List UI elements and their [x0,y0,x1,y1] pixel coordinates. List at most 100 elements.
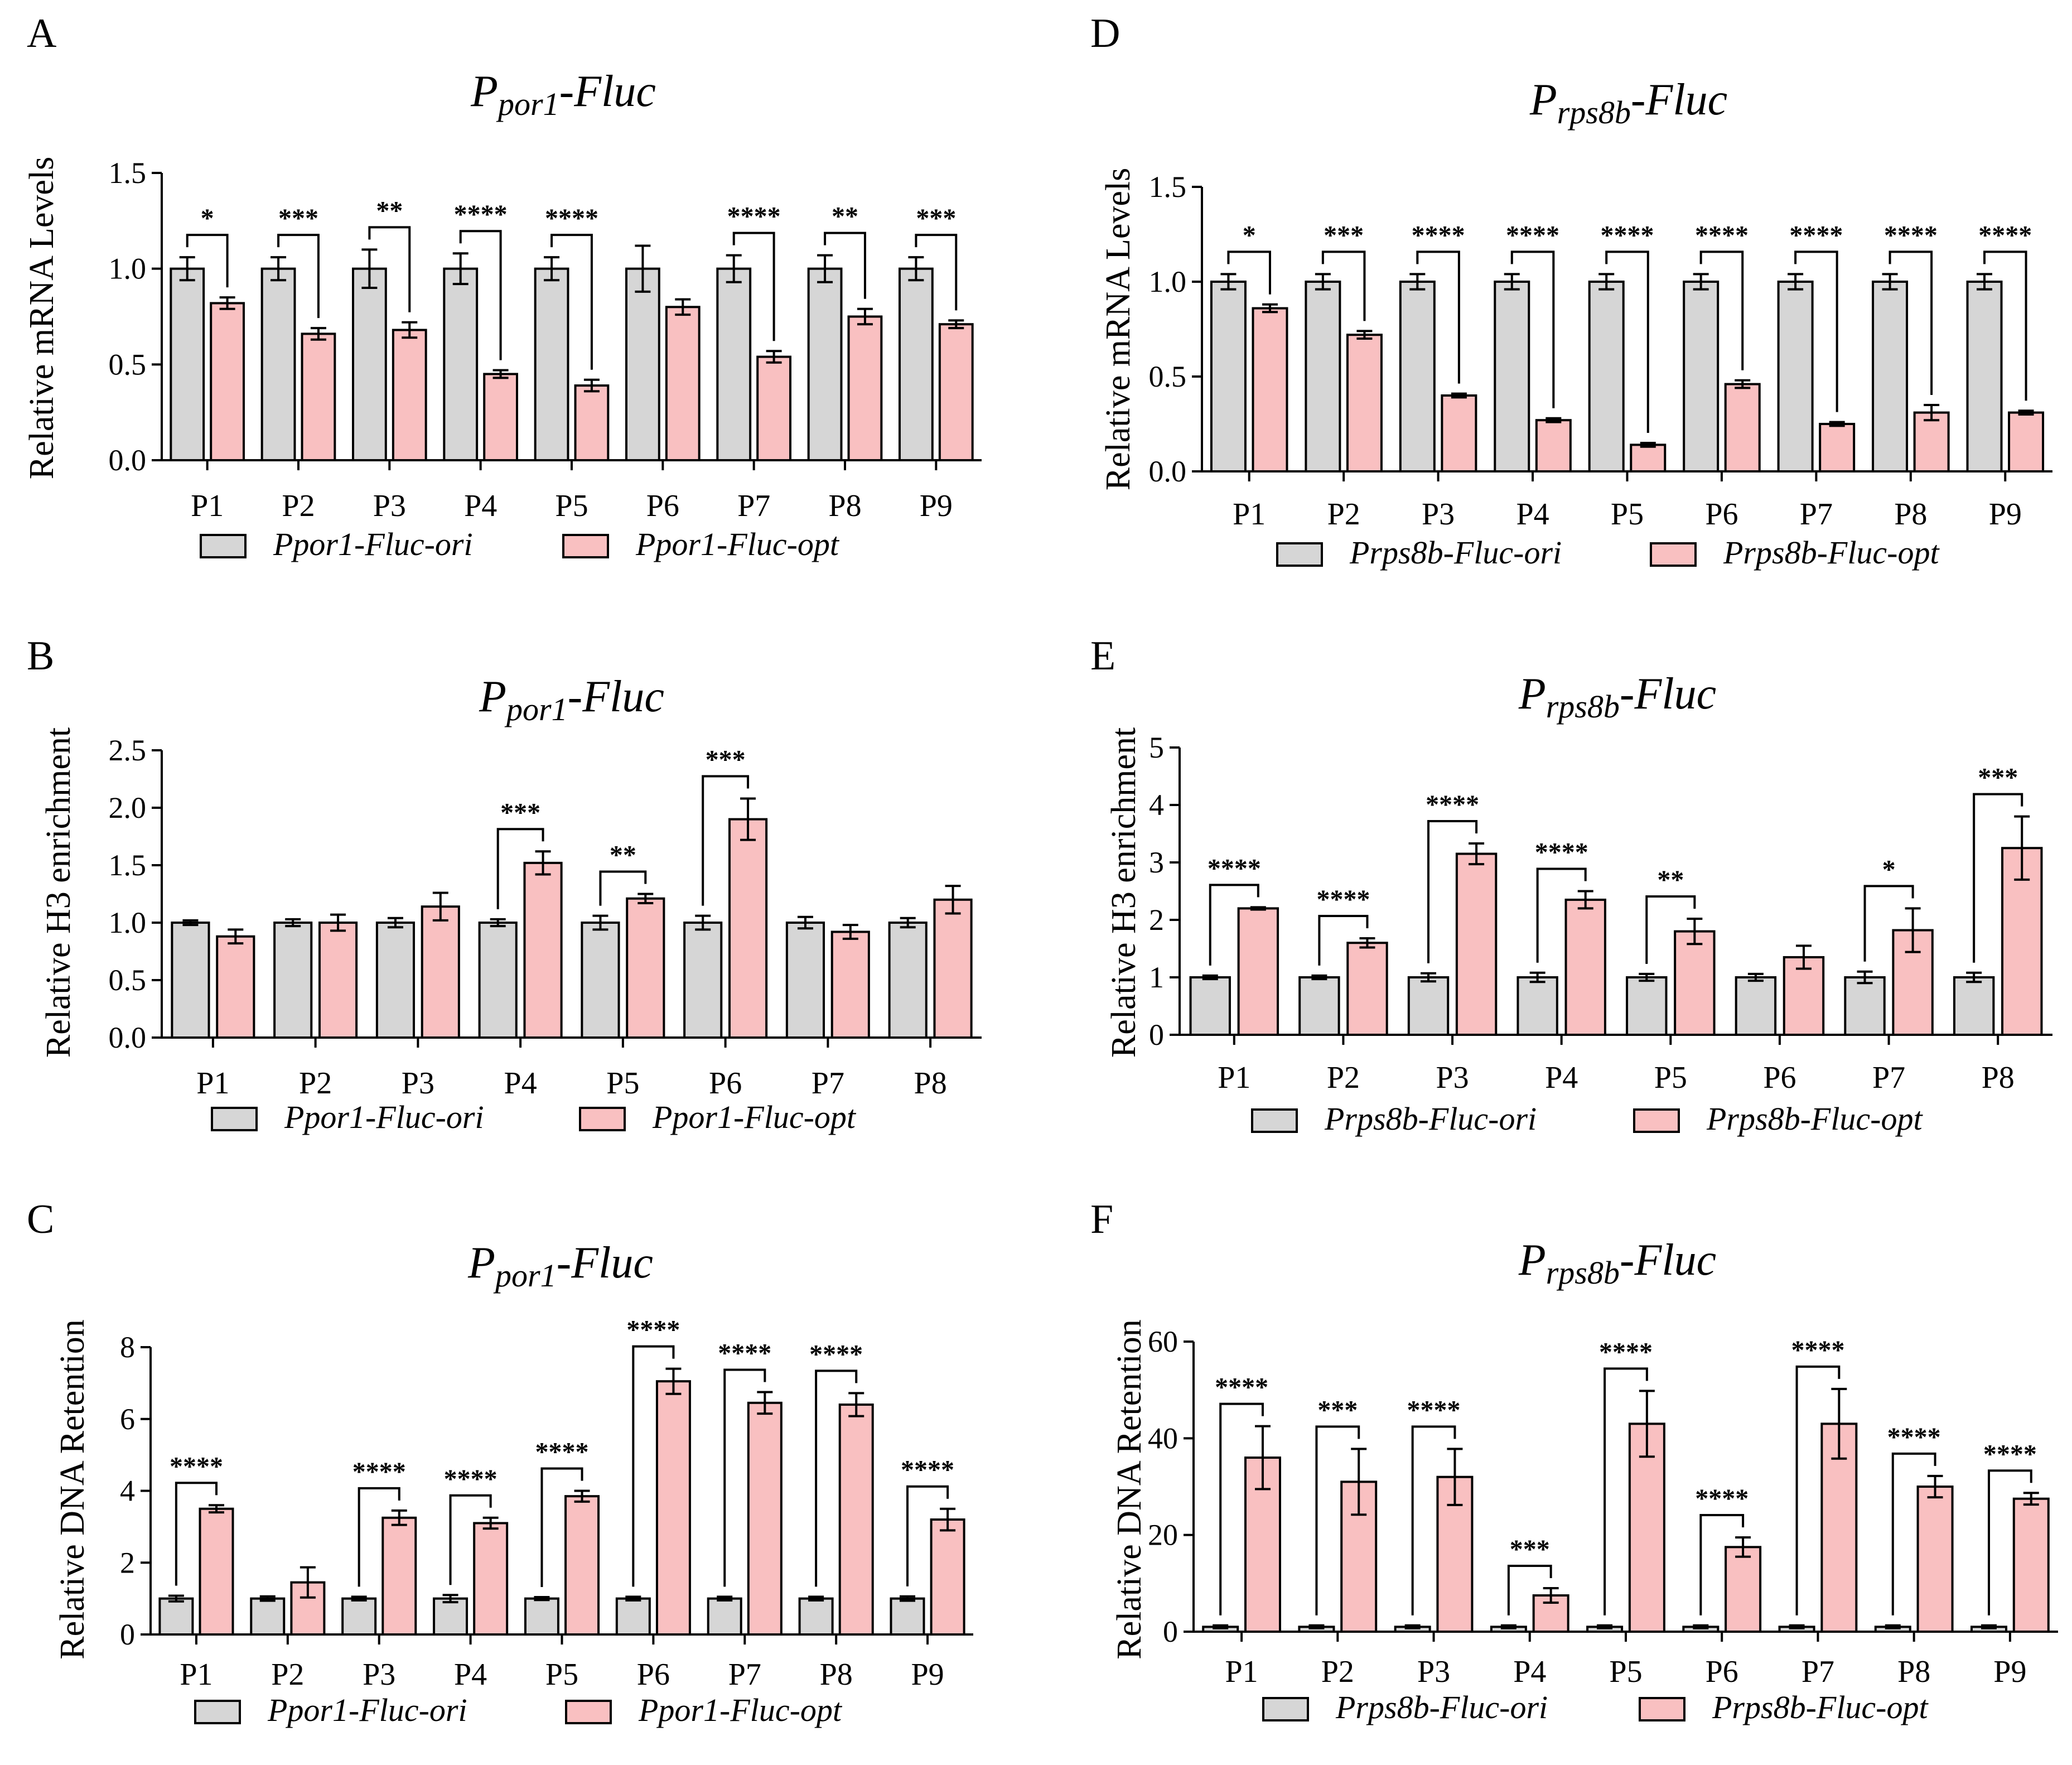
significance-label: **** [1695,220,1749,250]
legend-swatch-ori [1276,542,1323,567]
x-tick-label: P1 [191,489,224,523]
significance-label: **** [444,1464,498,1494]
x-tick-label: P3 [1417,1655,1450,1689]
chart-title: Ppor1-Fluc [467,1238,653,1294]
significance-label: **** [1791,1335,1844,1365]
significance-label: **** [1316,885,1370,914]
y-tick-label: 4 [120,1474,135,1508]
bar-ori [1399,281,1436,472]
significance-bracket [732,232,775,341]
bar-ori [1516,976,1558,1036]
significance-bracket [1795,1365,1841,1615]
chart-title: Prps8b-Fluc [1518,669,1716,725]
bar-opt [1916,1486,1954,1633]
bar-opt [301,332,336,462]
bar-opt [473,1522,509,1636]
significance-label: **** [535,1438,589,1467]
x-tick-label: P9 [1993,1655,2026,1689]
significance-bracket [175,1482,218,1586]
y-tick-label: 0 [120,1618,135,1651]
y-tick-label: 6 [120,1402,135,1436]
significance-label: **** [1412,220,1465,250]
significance-bracket [632,1345,675,1587]
significance-label: *** [1978,763,2018,793]
significance-label: * [1882,855,1896,884]
legend-label: Ppor1-Fluc-opt [638,1692,843,1728]
x-tick-label: P4 [504,1066,537,1101]
significance-bracket [1605,250,1649,433]
legend-swatch-opt [565,1700,612,1724]
significance-bracket [1699,1514,1745,1615]
x-tick-label: P2 [299,1066,332,1101]
significance-bracket [496,828,544,909]
bar-ori [625,267,660,461]
title-subscript: rps8b [1546,688,1620,725]
y-tick-label: 0 [1149,1018,1164,1052]
bar-ori [260,267,296,461]
bar-opt [1252,307,1288,472]
significance-label: ** [832,202,858,232]
panel-letter: D [1090,11,1120,56]
bar-ori [375,922,416,1039]
significance-bracket [459,230,502,360]
title-subscript: por1 [496,86,559,122]
y-tick-label: 0 [1163,1615,1178,1648]
bar-ori [1966,281,2003,472]
significance-bracket [277,234,320,319]
bar-ori [1735,976,1777,1036]
bar-opt [2012,1497,2050,1633]
y-tick-label: 1.0 [109,252,147,286]
x-tick-label: P5 [1654,1060,1687,1095]
y-axis-title: Relative DNA Retention [54,1319,91,1660]
significance-label: **** [901,1455,954,1485]
significance-label: **** [454,200,508,229]
x-tick-label: P7 [1800,497,1833,532]
significance-bracket [1699,250,1744,370]
chart-title: Prps8b-Fluc [1518,1236,1716,1291]
significance-label: **** [1789,220,1843,250]
bar-opt [838,1404,874,1636]
significance-bracket [1411,1425,1456,1615]
bar-opt [199,1507,234,1636]
bar-opt [1346,334,1383,473]
bar-opt [847,315,883,461]
significance-bracket [540,1467,583,1588]
significance-label: ** [1657,865,1684,895]
y-tick-label: 8 [120,1330,135,1364]
title-subscript: por1 [493,1257,557,1294]
significance-bracket [1889,250,1933,395]
bar-opt [1532,1594,1569,1633]
x-tick-label: P2 [1321,1655,1354,1689]
x-tick-label: P6 [1706,1655,1738,1689]
title-main: P [1518,669,1546,718]
significance-label: **** [718,1338,771,1368]
bar-ori [341,1597,377,1636]
x-tick-label: P7 [737,489,770,523]
significance-bracket [1794,250,1838,412]
x-tick-label: P6 [1705,497,1738,532]
x-tick-label: P5 [555,489,588,523]
x-tick-label: P2 [1327,1060,1360,1095]
legend-swatch-opt [562,534,609,558]
bar-opt [216,935,255,1039]
panel-letter: C [27,1197,54,1242]
bar-opt [728,818,768,1039]
bar-ori [171,922,210,1039]
significance-label: *** [1317,1395,1358,1425]
significance-label: **** [545,204,598,233]
bar-opt [392,329,427,461]
bar-opt [523,861,563,1039]
panel-b: B Ppor1-Fluc Relative H3 enrichment 0.0 0.5 1… [27,633,982,1135]
significance-bracket [1603,1367,1648,1615]
x-tick-label: P8 [1897,1655,1930,1689]
bar-opt [1441,394,1477,472]
y-tick-label: 40 [1148,1421,1178,1455]
bar-ori [534,267,569,461]
significance-label: *** [706,745,746,775]
bar-ori [1305,281,1341,472]
significance-label: **** [170,1451,223,1481]
y-tick-label: 2.5 [109,734,147,767]
x-tick-label: P1 [180,1657,212,1692]
bar-ori [716,267,752,461]
